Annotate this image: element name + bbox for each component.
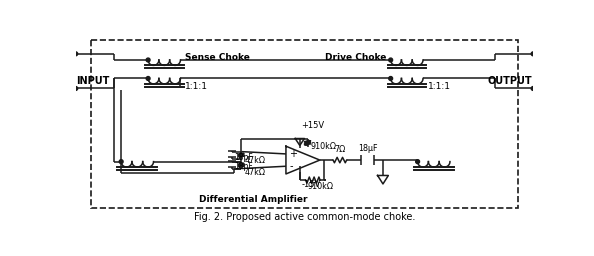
Circle shape [531, 87, 535, 90]
Circle shape [146, 58, 150, 62]
Text: 18pF: 18pF [235, 153, 253, 162]
Text: 47kΩ: 47kΩ [244, 168, 266, 177]
Text: +15V: +15V [301, 121, 324, 130]
Text: INPUT: INPUT [77, 76, 110, 86]
Text: -: - [289, 161, 292, 171]
Text: Drive Choke: Drive Choke [325, 53, 386, 62]
Text: -15V: -15V [301, 180, 321, 189]
Text: Sense Choke: Sense Choke [185, 53, 250, 62]
Text: Differential Amplifier: Differential Amplifier [198, 195, 307, 204]
Text: 7Ω: 7Ω [334, 145, 346, 154]
Text: 18pF: 18pF [235, 162, 253, 171]
Circle shape [119, 160, 123, 164]
Circle shape [531, 52, 535, 56]
Text: 1:1:1: 1:1:1 [428, 82, 451, 91]
Bar [91, 40, 518, 208]
Text: Fig. 2. Proposed active common-mode choke.: Fig. 2. Proposed active common-mode chok… [194, 212, 415, 222]
Text: 910kΩ: 910kΩ [308, 183, 334, 191]
Circle shape [388, 58, 393, 62]
Circle shape [74, 87, 78, 90]
Circle shape [416, 160, 419, 164]
Circle shape [74, 52, 78, 56]
Text: 910kΩ: 910kΩ [311, 142, 337, 151]
Text: +: + [289, 149, 297, 159]
Circle shape [388, 77, 393, 80]
Text: 18µF: 18µF [358, 144, 377, 153]
Text: OUTPUT: OUTPUT [488, 76, 532, 86]
Text: 1:1:1: 1:1:1 [185, 82, 208, 91]
Circle shape [146, 77, 150, 80]
Text: 47kΩ: 47kΩ [244, 156, 266, 165]
